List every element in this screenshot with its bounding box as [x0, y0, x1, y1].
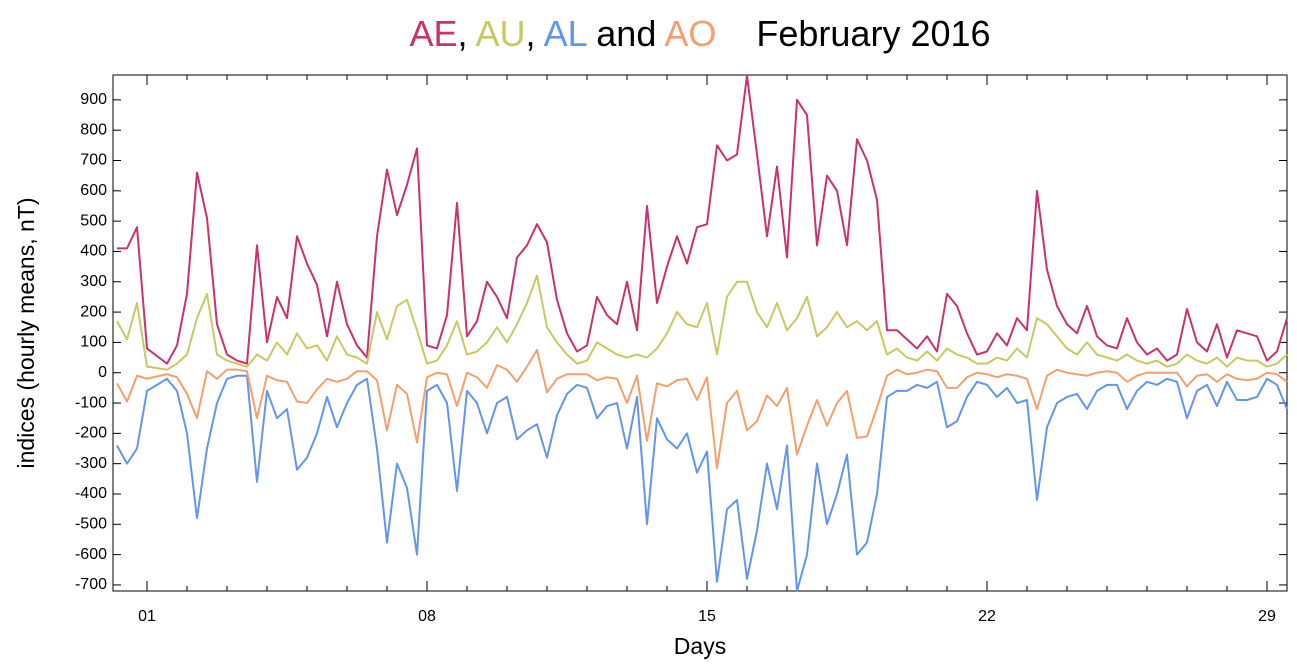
- title-series-name: AE: [409, 13, 457, 54]
- y-tick-label: 200: [80, 303, 107, 320]
- y-tick-label: 0: [98, 364, 107, 381]
- title-joiner: and: [586, 13, 664, 54]
- y-tick-label: -600: [75, 546, 107, 563]
- y-tick-label: -700: [75, 576, 107, 593]
- y-tick-label: 900: [80, 91, 107, 108]
- x-tick-label: 15: [698, 608, 716, 625]
- y-tick-label: -100: [75, 394, 107, 411]
- title-date: February 2016: [756, 13, 990, 54]
- series-line: [116, 348, 1288, 470]
- y-tick-label: -500: [75, 516, 107, 533]
- y-tick-label: 800: [80, 121, 107, 138]
- series-line: [116, 274, 1288, 371]
- x-tick-label: 08: [418, 608, 436, 625]
- x-tick-label: 29: [1258, 608, 1276, 625]
- y-tick-label: 600: [80, 182, 107, 199]
- x-tick-label: 01: [138, 608, 156, 625]
- x-tick-label: 22: [978, 608, 996, 625]
- y-tick-label: 500: [80, 212, 107, 229]
- title-series-name: AO: [664, 13, 716, 54]
- title-joiner: ,: [458, 13, 476, 54]
- title-series-name: AL: [544, 13, 587, 54]
- title-series-name: AU: [476, 13, 526, 54]
- chart-title: AE, AU, AL and AO February 2016: [409, 13, 990, 54]
- y-tick-label: -300: [75, 455, 107, 472]
- series-line: [117, 74, 1288, 365]
- y-tick-label: 700: [80, 152, 107, 169]
- y-tick-label: -200: [75, 425, 107, 442]
- y-tick-label: 100: [80, 334, 107, 351]
- y-tick-label: -400: [75, 485, 107, 502]
- series-line: [116, 374, 1288, 592]
- plot-frame: [112, 74, 1288, 592]
- title-joiner: ,: [526, 13, 544, 54]
- y-tick-label: 400: [80, 243, 107, 260]
- x-axis-label: Days: [674, 633, 726, 659]
- y-axis-label: indices (hourly means, nT): [13, 198, 39, 469]
- y-tick-label: 300: [80, 273, 107, 290]
